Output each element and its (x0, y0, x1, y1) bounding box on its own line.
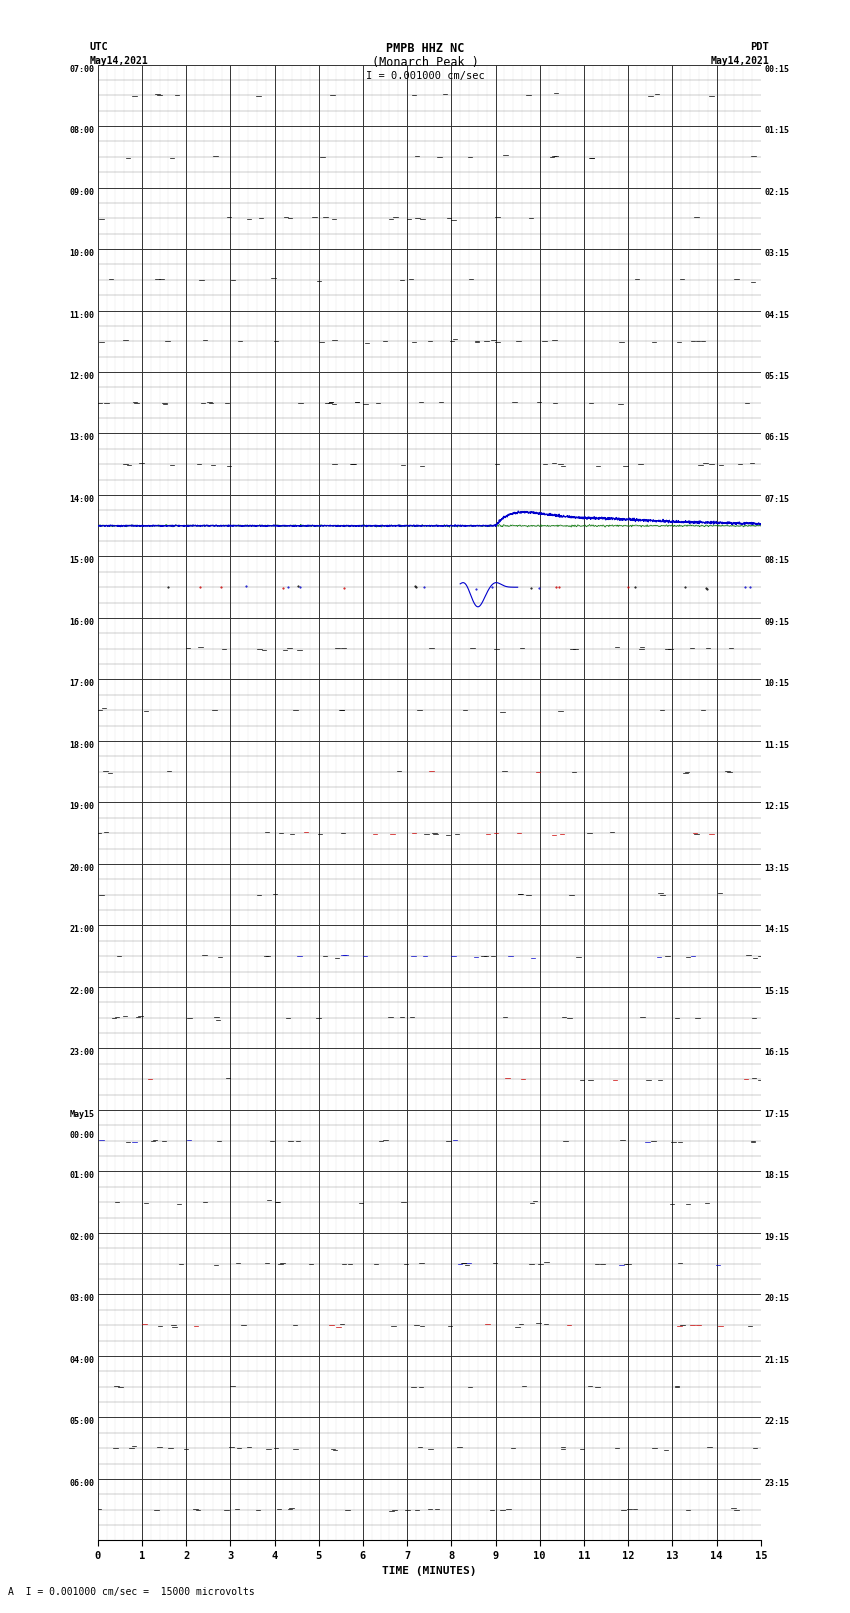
Text: May14,2021: May14,2021 (89, 56, 148, 66)
Text: 03:00: 03:00 (70, 1294, 94, 1303)
Text: 22:00: 22:00 (70, 987, 94, 995)
Text: 19:15: 19:15 (764, 1232, 789, 1242)
Text: 01:15: 01:15 (764, 126, 789, 135)
Text: 10:15: 10:15 (764, 679, 789, 689)
Text: 17:15: 17:15 (764, 1110, 789, 1119)
Text: 13:00: 13:00 (70, 434, 94, 442)
Text: 11:00: 11:00 (70, 311, 94, 319)
Text: 20:15: 20:15 (764, 1294, 789, 1303)
Text: 05:00: 05:00 (70, 1418, 94, 1426)
Text: PMPB HHZ NC: PMPB HHZ NC (386, 42, 464, 55)
Text: 15:00: 15:00 (70, 556, 94, 566)
Text: (Monarch Peak ): (Monarch Peak ) (371, 56, 479, 69)
Text: 06:15: 06:15 (764, 434, 789, 442)
Text: 17:00: 17:00 (70, 679, 94, 689)
Text: 11:15: 11:15 (764, 740, 789, 750)
Text: 08:00: 08:00 (70, 126, 94, 135)
Text: 00:15: 00:15 (764, 65, 789, 74)
Text: 04:15: 04:15 (764, 311, 789, 319)
Text: 23:00: 23:00 (70, 1048, 94, 1058)
Text: 05:15: 05:15 (764, 373, 789, 381)
Text: 02:15: 02:15 (764, 187, 789, 197)
Text: 07:15: 07:15 (764, 495, 789, 503)
Text: 10:00: 10:00 (70, 248, 94, 258)
Text: 09:15: 09:15 (764, 618, 789, 627)
X-axis label: TIME (MINUTES): TIME (MINUTES) (382, 1566, 477, 1576)
Text: PDT: PDT (751, 42, 769, 52)
Text: 07:00: 07:00 (70, 65, 94, 74)
Text: A  I = 0.001000 cm/sec =  15000 microvolts: A I = 0.001000 cm/sec = 15000 microvolts (8, 1587, 255, 1597)
Text: 12:00: 12:00 (70, 373, 94, 381)
Text: 06:00: 06:00 (70, 1479, 94, 1487)
Text: 19:00: 19:00 (70, 803, 94, 811)
Text: 02:00: 02:00 (70, 1232, 94, 1242)
Text: 12:15: 12:15 (764, 803, 789, 811)
Text: 04:00: 04:00 (70, 1357, 94, 1365)
Text: 15:15: 15:15 (764, 987, 789, 995)
Text: UTC: UTC (89, 42, 108, 52)
Text: 18:00: 18:00 (70, 740, 94, 750)
Text: I = 0.001000 cm/sec: I = 0.001000 cm/sec (366, 71, 484, 81)
Text: 21:00: 21:00 (70, 926, 94, 934)
Text: 09:00: 09:00 (70, 187, 94, 197)
Text: 20:00: 20:00 (70, 865, 94, 873)
Text: 08:15: 08:15 (764, 556, 789, 566)
Text: 14:00: 14:00 (70, 495, 94, 503)
Text: 23:15: 23:15 (764, 1479, 789, 1487)
Text: May14,2021: May14,2021 (711, 56, 769, 66)
Text: 16:00: 16:00 (70, 618, 94, 627)
Text: 21:15: 21:15 (764, 1357, 789, 1365)
Text: 13:15: 13:15 (764, 865, 789, 873)
Text: 01:00: 01:00 (70, 1171, 94, 1181)
Text: 00:00: 00:00 (70, 1131, 94, 1140)
Text: May15: May15 (70, 1110, 94, 1119)
Text: 22:15: 22:15 (764, 1418, 789, 1426)
Text: 16:15: 16:15 (764, 1048, 789, 1058)
Text: 03:15: 03:15 (764, 248, 789, 258)
Text: 14:15: 14:15 (764, 926, 789, 934)
Text: 18:15: 18:15 (764, 1171, 789, 1181)
